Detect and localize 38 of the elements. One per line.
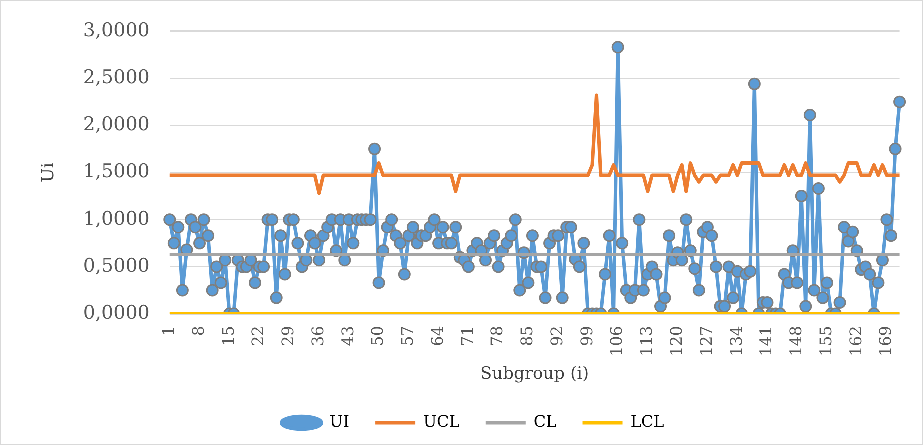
legend-label: UI [330,412,350,432]
y-tick-label: 0,0000 [83,302,150,324]
x-tick-label: 113 [637,326,656,357]
legend-label: LCL [630,412,665,432]
x-tick-label: 85 [518,326,537,346]
y-tick-label: 3,0000 [83,19,150,42]
x-tick-label: 15 [218,326,238,346]
x-tick-label: 36 [308,326,328,346]
x-tick-label: 57 [398,326,418,346]
x-tick-label: 155 [816,326,836,357]
y-tick-label: 1,0000 [83,208,150,230]
x-tick-label: 43 [338,326,358,346]
y-tick-label: 2,5000 [83,66,150,88]
y-tick-label: 0,5000 [83,254,150,277]
x-tick-label: 120 [666,326,686,357]
x-tick-label: 141 [756,326,776,357]
x-tick-label: 92 [547,326,566,346]
x-tick-label: 29 [278,326,298,346]
legend-label: UCL [424,412,460,432]
x-tick-label: 78 [488,326,507,346]
x-tick-label: 50 [368,326,388,346]
x-tick-label: 71 [458,326,477,346]
x-tick-label: 148 [786,326,806,357]
x-tick-label: 106 [607,326,626,357]
x-tick-label: 134 [726,326,746,357]
x-axis-title: Subgroup (i) [480,364,590,384]
x-tick-label: 162 [846,326,866,357]
x-tick-label: 127 [696,326,716,357]
x-tick-label: 1 [159,326,178,336]
x-tick-label: 22 [248,326,268,346]
x-tick-label: 169 [876,326,896,357]
legend-label: CL [534,412,558,432]
y-tick-label: 2,0000 [83,114,150,136]
y-axis-title: Ui [38,162,59,183]
x-tick-label: 8 [188,326,208,336]
x-tick-label: 99 [577,326,596,346]
x-tick-label: 64 [428,326,447,346]
y-tick-label: 1,5000 [83,160,150,183]
